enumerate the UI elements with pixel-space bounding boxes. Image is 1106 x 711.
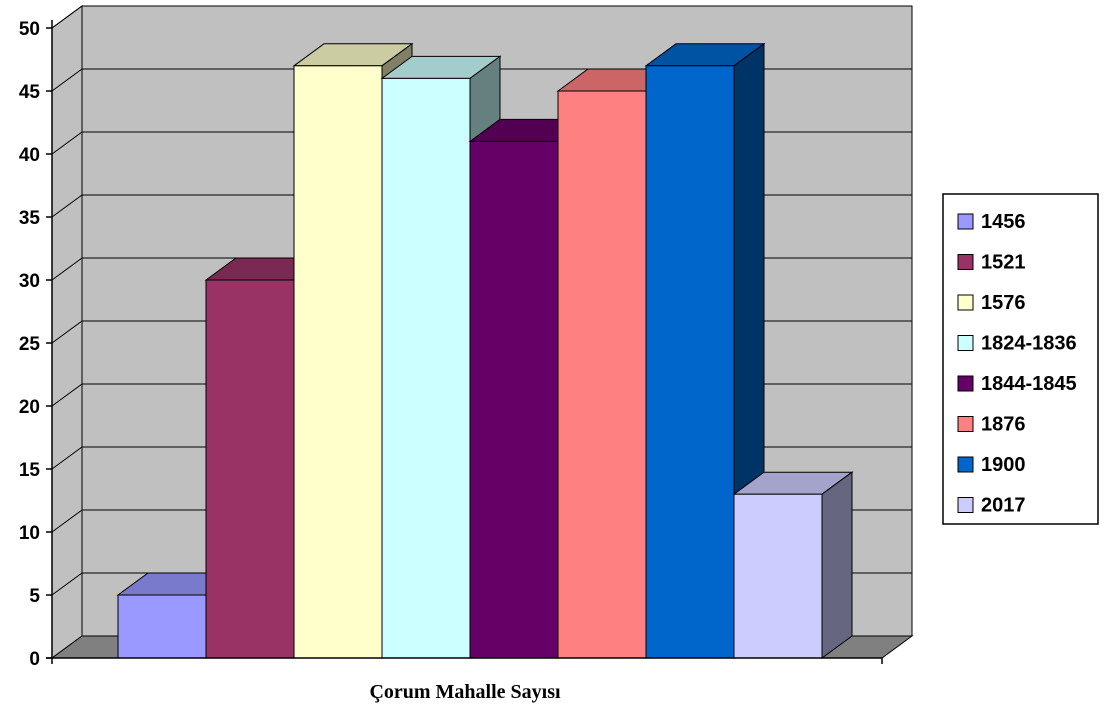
legend-label: 1521: [981, 252, 1026, 274]
y-tick-label: 35: [19, 208, 41, 229]
bar-front: [293, 65, 383, 659]
legend-swatch: [957, 456, 974, 473]
bar-front: [205, 279, 295, 659]
bar-front: [117, 594, 207, 659]
bar-front: [381, 77, 471, 659]
bar-side: [821, 471, 853, 659]
y-tick-label: 40: [19, 145, 40, 166]
y-tick-labels: 0 5 10 15 20 25 30 35 40 45 50: [19, 19, 41, 670]
legend-label: 1844-1845: [981, 373, 1077, 395]
legend-label: 1824-1836: [981, 333, 1077, 355]
legend-label: 1576: [981, 292, 1026, 314]
y-tick-label: 0: [29, 649, 40, 670]
bar-1900: [644, 42, 766, 659]
y-tick-label: 50: [19, 19, 40, 40]
legend-swatch: [957, 375, 974, 392]
gridline: [51, 5, 912, 29]
legend-item-1576: 1576: [957, 292, 1026, 314]
legend-item-2017: 2017: [957, 495, 1026, 517]
legend-item-1521: 1521: [957, 252, 1026, 274]
legend: 1456 1521 1576 1824-1836 1844-1845 1876 1900 20…: [942, 193, 1099, 525]
y-tick-label: 15: [19, 460, 41, 481]
y-tick-label: 5: [29, 586, 40, 607]
legend-item-1900: 1900: [957, 454, 1026, 476]
legend-item-1844-1845: 1844-1845: [957, 373, 1077, 395]
legend-swatch: [957, 335, 974, 351]
bar-front: [645, 65, 735, 659]
axes: [46, 20, 883, 664]
legend-label: 2017: [981, 495, 1026, 517]
x-axis-label: Çorum Mahalle Sayısı: [369, 681, 561, 703]
legend-swatch: [957, 213, 974, 230]
legend-swatch: [957, 497, 974, 513]
legend-item-1824-1836: 1824-1836: [957, 333, 1077, 355]
legend-item-1876: 1876: [957, 414, 1026, 436]
legend-swatch: [957, 254, 974, 270]
y-tick-label: 25: [19, 334, 41, 355]
bar-front: [469, 140, 559, 659]
legend-swatch: [957, 416, 974, 432]
legend-label: 1900: [981, 454, 1026, 476]
y-tick-label: 10: [19, 523, 40, 544]
legend-label: 1456: [981, 211, 1026, 233]
bar-front: [557, 90, 647, 659]
legend-item-1456: 1456: [957, 211, 1026, 233]
legend-swatch: [957, 294, 974, 311]
y-tick-label: 45: [19, 82, 41, 103]
legend-label: 1876: [981, 414, 1026, 436]
bar-front: [733, 493, 823, 659]
bar-2017: [732, 471, 854, 659]
y-tick-label: 20: [19, 397, 40, 418]
y-tick-label: 30: [19, 271, 40, 292]
bars: [116, 42, 854, 659]
